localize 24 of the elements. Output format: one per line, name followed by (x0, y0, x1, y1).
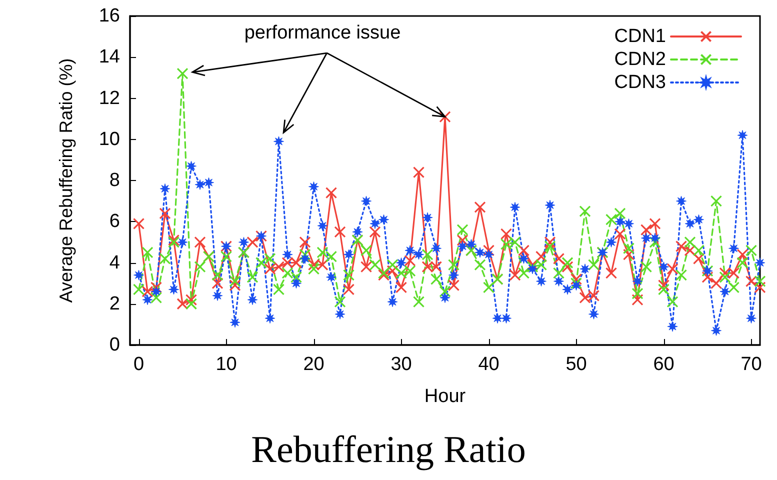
x-tick-label: 10 (216, 354, 237, 375)
y-tick-label: 4 (109, 252, 120, 274)
y-tick-label: 12 (98, 88, 120, 109)
x-tick-label: 50 (566, 354, 587, 375)
x-tick-label: 60 (653, 354, 674, 375)
x-tick-label: 70 (740, 354, 762, 375)
annotation: performance issue (244, 22, 401, 44)
y-tick-label: 14 (98, 46, 120, 68)
y-tick-label: 10 (98, 128, 120, 150)
legend-label: CDN1 (614, 26, 666, 47)
text: Rebuffering Ratio (251, 429, 526, 471)
y-tick-label: 2 (109, 293, 120, 314)
y-tick-label: 8 (109, 170, 120, 191)
y-axis-title: Average Rebuffering Ratio (%) (56, 58, 76, 303)
y-tick-label: 16 (98, 6, 120, 26)
x-tick-label: 30 (390, 354, 412, 375)
x-tick-label: 0 (133, 354, 144, 375)
x-tick-label: 40 (478, 354, 500, 375)
x-axis-title: Hour (424, 386, 466, 407)
legend-label: CDN2 (614, 49, 666, 70)
legend-label: CDN3 (614, 72, 666, 93)
x-tick-label: 20 (303, 354, 324, 375)
y-tick-label: 0 (109, 334, 120, 356)
y-tick-label: 6 (109, 211, 120, 232)
